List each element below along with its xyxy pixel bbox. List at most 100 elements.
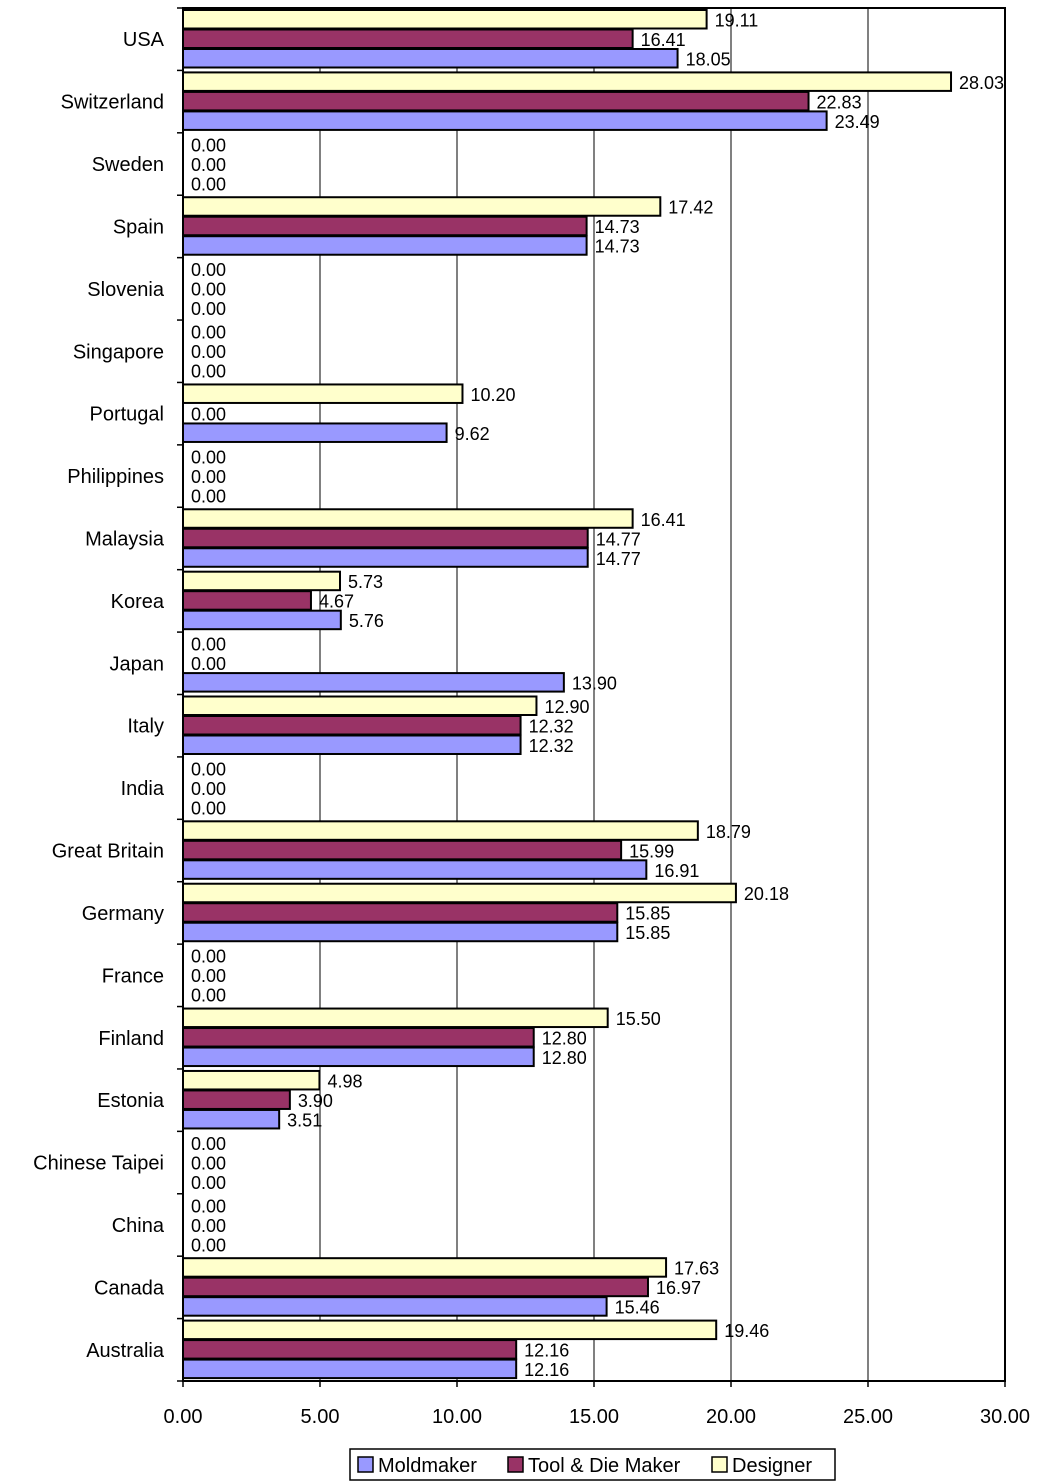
data-label: 12.32 (529, 717, 574, 737)
bar (182, 547, 589, 568)
data-label: 0.00 (191, 1196, 226, 1216)
data-label: 19.46 (724, 1321, 769, 1341)
category-label: Italy (127, 716, 164, 738)
data-label: 0.00 (191, 362, 226, 382)
bar (182, 383, 464, 404)
data-label: 12.90 (544, 697, 589, 717)
data-label: 0.00 (191, 447, 226, 467)
data-label: 15.46 (615, 1298, 660, 1318)
data-label: 22.83 (817, 92, 862, 112)
category-label: Great Britain (52, 841, 164, 863)
data-label: 0.00 (191, 966, 226, 986)
bar (182, 590, 312, 611)
category-label: Estonia (97, 1090, 165, 1112)
bar (182, 508, 634, 529)
legend-swatch (507, 1456, 524, 1473)
data-label: 15.99 (629, 841, 674, 861)
legend-label: Moldmaker (378, 1455, 477, 1477)
legend-label: Tool & Die Maker (528, 1455, 681, 1477)
bar (182, 1108, 281, 1130)
data-label: 0.00 (191, 299, 226, 319)
x-tick-label: 15.00 (569, 1406, 619, 1428)
legend (349, 1448, 836, 1481)
data-label: 14.77 (596, 549, 641, 569)
x-tick-label: 0.00 (164, 1406, 203, 1428)
bar (182, 1319, 718, 1341)
category-label: India (121, 778, 165, 800)
bar (182, 28, 634, 49)
bar (182, 1257, 668, 1278)
bar (182, 1358, 518, 1380)
x-tick-label: 20.00 (706, 1406, 756, 1428)
category-label: Portugal (90, 404, 165, 426)
data-label: 23.49 (835, 112, 880, 132)
data-label: 0.00 (191, 947, 226, 967)
bar (182, 672, 565, 693)
category-label: Germany (82, 903, 164, 925)
bar (182, 90, 810, 112)
bar (182, 1089, 291, 1110)
category-label: Sweden (92, 154, 164, 176)
data-label: 0.00 (191, 1134, 226, 1154)
data-label: 14.73 (595, 237, 640, 257)
data-label: 9.62 (455, 424, 490, 444)
data-label: 10.20 (470, 385, 515, 405)
bar (182, 902, 619, 923)
data-label: 13.90 (572, 674, 617, 694)
category-label: Finland (98, 1028, 164, 1050)
bar (182, 839, 623, 861)
data-label: 16.41 (641, 30, 686, 50)
bar (182, 921, 619, 943)
bar (182, 1069, 321, 1091)
data-label: 0.00 (191, 798, 226, 818)
bar (182, 570, 342, 592)
data-label: 0.00 (191, 1216, 226, 1236)
data-label: 0.00 (191, 486, 226, 506)
data-label: 0.00 (191, 759, 226, 779)
data-label: 0.00 (191, 1235, 226, 1255)
bar (182, 422, 448, 443)
data-label: 18.05 (686, 50, 731, 70)
category-label: Malaysia (85, 528, 165, 550)
x-tick-label: 10.00 (432, 1406, 482, 1428)
bar (182, 695, 538, 716)
data-label: 0.00 (191, 155, 226, 175)
category-label: Singapore (73, 341, 164, 363)
bar (182, 734, 522, 755)
data-label: 0.00 (191, 986, 226, 1006)
data-label: 0.00 (191, 467, 226, 487)
x-tick-label: 30.00 (980, 1406, 1030, 1428)
data-label: 12.16 (524, 1360, 569, 1380)
bar (182, 48, 679, 69)
data-label: 4.67 (319, 592, 354, 612)
category-label: Switzerland (61, 92, 164, 114)
category-label: China (112, 1215, 165, 1237)
data-label: 12.32 (529, 736, 574, 756)
data-label: 0.00 (191, 323, 226, 343)
category-label: Japan (110, 653, 165, 675)
data-label: 0.00 (191, 174, 226, 194)
data-label: 12.80 (542, 1048, 587, 1068)
bar (182, 1007, 609, 1029)
data-label: 14.77 (596, 529, 641, 549)
data-label: 16.91 (654, 861, 699, 881)
bar (182, 1046, 535, 1068)
x-tick-label: 25.00 (843, 1406, 893, 1428)
data-label: 16.41 (641, 510, 686, 530)
data-label: 0.00 (191, 635, 226, 655)
x-tick-label: 5.00 (301, 1406, 340, 1428)
category-label: France (102, 965, 164, 987)
bar (182, 71, 953, 92)
data-label: 28.03 (959, 73, 1004, 93)
bar (182, 609, 342, 631)
data-label: 18.79 (706, 822, 751, 842)
data-label: 17.42 (668, 198, 713, 218)
category-label: Spain (113, 216, 164, 238)
legend-swatch (711, 1456, 728, 1473)
data-label: 0.00 (191, 135, 226, 155)
bar (182, 1027, 535, 1048)
bar (182, 882, 737, 904)
data-label: 0.00 (191, 260, 226, 280)
category-label: Philippines (67, 466, 164, 488)
data-label: 5.76 (349, 611, 384, 631)
